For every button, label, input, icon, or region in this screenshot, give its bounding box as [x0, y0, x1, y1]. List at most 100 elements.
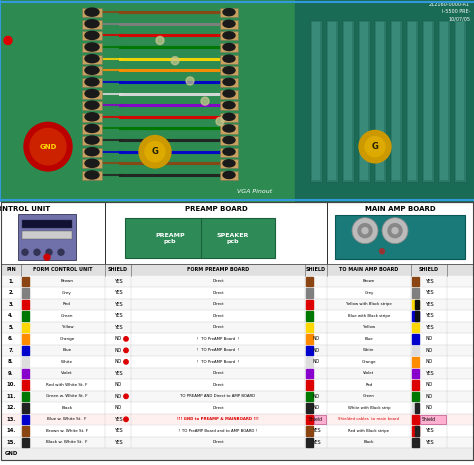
Text: NO: NO — [114, 359, 121, 365]
Bar — [412, 380, 419, 390]
Text: !  TO PreAMP Board  !: ! TO PreAMP Board ! — [197, 337, 239, 341]
Text: Red: Red — [365, 383, 373, 387]
Text: VGA Pinout: VGA Pinout — [237, 189, 273, 194]
Circle shape — [365, 137, 385, 157]
Ellipse shape — [223, 8, 235, 16]
Bar — [22, 334, 29, 344]
Text: Shield: Shield — [422, 417, 436, 422]
Bar — [306, 426, 313, 436]
Bar — [82, 8, 102, 17]
Ellipse shape — [85, 125, 99, 133]
Circle shape — [124, 359, 128, 364]
Bar — [454, 20, 466, 182]
Circle shape — [388, 224, 402, 238]
Circle shape — [4, 36, 12, 45]
Bar — [22, 392, 29, 401]
Text: Orange: Orange — [362, 360, 376, 364]
Bar — [295, 0, 474, 202]
Ellipse shape — [85, 78, 99, 86]
Text: Red with White St. F: Red with White St. F — [46, 383, 88, 387]
Circle shape — [392, 228, 398, 233]
Text: 3.: 3. — [8, 302, 14, 307]
Text: NO: NO — [114, 382, 121, 387]
Text: Blue with Black stripe: Blue with Black stripe — [348, 314, 390, 318]
Bar — [306, 357, 313, 366]
Bar — [412, 438, 419, 447]
Text: YES: YES — [114, 291, 122, 295]
Bar — [82, 101, 102, 110]
Text: FORM CONTROL UNIT: FORM CONTROL UNIT — [33, 267, 93, 272]
Bar — [1, 368, 473, 379]
Circle shape — [30, 128, 66, 165]
Ellipse shape — [223, 113, 235, 120]
Bar — [82, 148, 102, 157]
Text: !!! GND to PREAMP & MAINBOARD !!!: !!! GND to PREAMP & MAINBOARD !!! — [177, 417, 259, 421]
Text: PREAMP
pcb: PREAMP pcb — [155, 233, 185, 244]
Circle shape — [139, 135, 171, 168]
Ellipse shape — [223, 67, 235, 74]
Text: TO MAIN AMP BOARD: TO MAIN AMP BOARD — [339, 267, 399, 272]
Text: Violet: Violet — [61, 372, 73, 375]
Bar — [82, 89, 102, 99]
Bar — [82, 113, 102, 122]
Bar — [82, 78, 102, 87]
Circle shape — [22, 249, 28, 255]
Text: YES: YES — [425, 291, 433, 295]
Bar — [306, 277, 313, 286]
Text: Blue: Blue — [63, 348, 72, 352]
Text: Yellow: Yellow — [61, 326, 73, 329]
Text: YES: YES — [312, 440, 320, 445]
Circle shape — [352, 218, 378, 244]
Circle shape — [44, 254, 50, 260]
Text: Shielded cables  to main board: Shielded cables to main board — [338, 417, 400, 421]
Text: Black w. White St.  F: Black w. White St. F — [46, 440, 88, 444]
Bar — [374, 20, 386, 182]
Bar — [220, 171, 238, 180]
Bar — [412, 426, 419, 436]
Text: 10/07/05: 10/07/05 — [448, 16, 470, 21]
Ellipse shape — [85, 43, 99, 51]
Text: G: G — [372, 142, 378, 151]
Bar — [415, 311, 419, 321]
Circle shape — [124, 417, 128, 421]
Circle shape — [358, 224, 372, 238]
Bar — [406, 20, 418, 182]
Text: YES: YES — [114, 313, 122, 319]
Text: 12.: 12. — [6, 405, 16, 410]
Ellipse shape — [223, 20, 235, 27]
Bar — [22, 438, 29, 447]
Bar — [376, 22, 384, 180]
Bar — [1, 333, 473, 345]
Text: G: G — [152, 147, 158, 156]
Circle shape — [124, 337, 128, 341]
Text: Blue w. White St.  F: Blue w. White St. F — [47, 417, 87, 421]
Bar — [82, 54, 102, 64]
Circle shape — [171, 57, 179, 65]
Bar — [22, 288, 29, 298]
Text: NO: NO — [426, 348, 433, 353]
Text: 11.: 11. — [6, 394, 16, 399]
Circle shape — [58, 249, 64, 255]
Text: 2.: 2. — [8, 291, 14, 295]
Bar — [220, 136, 238, 145]
Text: YES: YES — [114, 417, 122, 422]
Ellipse shape — [223, 160, 235, 167]
Bar — [306, 334, 313, 344]
Text: White: White — [363, 348, 374, 352]
Text: NO: NO — [114, 348, 121, 353]
Text: Red with Black stripe: Red with Black stripe — [348, 429, 390, 433]
Bar — [22, 299, 29, 309]
Bar — [1, 322, 473, 333]
Ellipse shape — [223, 125, 235, 132]
Bar — [1, 391, 473, 402]
Text: SHIELD: SHIELD — [306, 267, 326, 272]
Text: GND: GND — [39, 144, 57, 150]
Ellipse shape — [85, 8, 99, 16]
Text: YES: YES — [425, 313, 433, 319]
Bar — [306, 345, 313, 355]
Ellipse shape — [85, 101, 99, 109]
Bar — [1, 276, 473, 287]
Bar — [220, 31, 238, 40]
Bar — [415, 299, 419, 309]
Bar — [82, 159, 102, 168]
